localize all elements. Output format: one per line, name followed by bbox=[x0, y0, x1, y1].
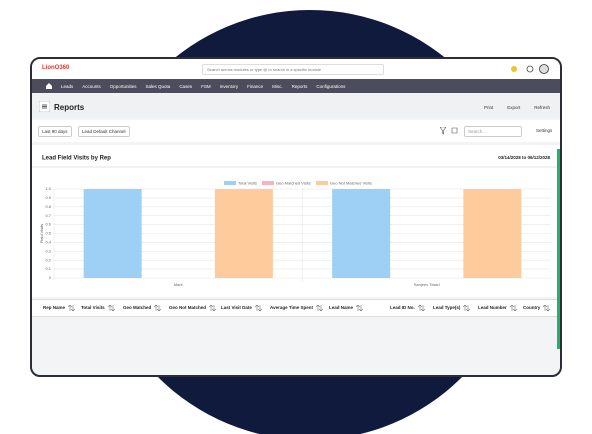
sort-icon[interactable] bbox=[107, 304, 115, 312]
y-tick-label: 0.1 bbox=[45, 266, 51, 271]
legend-swatch bbox=[262, 181, 274, 185]
sort-icon[interactable] bbox=[67, 304, 76, 312]
nav-item[interactable]: Misc. bbox=[272, 83, 283, 89]
legend-label: Geo Matched Visits bbox=[276, 181, 311, 186]
column-header[interactable]: Lead Name bbox=[329, 304, 364, 312]
y-tick-label: 0.5 bbox=[45, 231, 51, 236]
column-header[interactable]: Rep Name bbox=[43, 304, 76, 312]
nav-item[interactable]: Cases bbox=[179, 83, 193, 89]
column-header[interactable]: Lead Type(s) bbox=[433, 304, 471, 312]
column-header[interactable]: Average Time Spent bbox=[270, 304, 324, 312]
bar bbox=[463, 189, 522, 278]
legend-swatch bbox=[224, 181, 236, 185]
chart-title: Lead Field Visits by Rep bbox=[42, 156, 111, 162]
filter-icons[interactable] bbox=[440, 127, 460, 135]
page-title: Reports bbox=[54, 103, 85, 112]
logo[interactable]: LionO360 bbox=[42, 65, 70, 71]
page-actions: Print Export Refresh bbox=[484, 105, 550, 110]
legend-swatch bbox=[316, 181, 328, 185]
y-tick-label: 1.0 bbox=[45, 186, 51, 191]
sort-icon[interactable] bbox=[355, 304, 364, 312]
date-range-select[interactable]: Last 90 days bbox=[38, 126, 72, 137]
sort-icon[interactable] bbox=[417, 304, 425, 312]
column-header[interactable]: Geo Matched bbox=[123, 304, 162, 312]
nav-item[interactable]: Inventory bbox=[219, 83, 239, 89]
action-button[interactable]: Refresh bbox=[534, 105, 550, 110]
x-tick-label: Mark bbox=[174, 282, 183, 287]
bar bbox=[83, 189, 142, 278]
column-header[interactable]: Lead Number bbox=[478, 304, 517, 312]
y-tick-label: 0.3 bbox=[45, 248, 51, 253]
scroll-accent bbox=[557, 149, 560, 349]
column-header[interactable]: Last Visit Date bbox=[221, 304, 263, 312]
sort-icon[interactable] bbox=[208, 304, 217, 312]
nav-item[interactable]: Accounts bbox=[82, 83, 101, 89]
app-window: LionO360 Search across modules or type @… bbox=[30, 57, 562, 377]
top-bar: LionO360 Search across modules or type @… bbox=[32, 59, 560, 79]
bar bbox=[332, 189, 391, 278]
y-tick-label: 0.8 bbox=[45, 204, 51, 209]
y-tick-label: 0.6 bbox=[45, 222, 51, 227]
sort-icon[interactable] bbox=[154, 304, 162, 312]
action-button[interactable]: Export bbox=[507, 105, 521, 110]
sort-icon[interactable] bbox=[315, 304, 324, 312]
nav-item[interactable]: Finance bbox=[247, 83, 264, 89]
settings-button[interactable]: Settings bbox=[536, 128, 553, 133]
nav-item[interactable]: Reports bbox=[291, 83, 308, 89]
global-search[interactable]: Search across modules or type @ to searc… bbox=[202, 64, 384, 75]
channel-select[interactable]: Lead Default Channel bbox=[78, 126, 130, 137]
page-header: Reports Print Export Refresh bbox=[32, 94, 560, 118]
search-input[interactable]: Search... bbox=[464, 126, 522, 137]
top-icons[interactable] bbox=[510, 64, 552, 76]
y-axis-label: Field Visits bbox=[39, 224, 44, 243]
chart-card: Lead Field Visits by Rep 03/14/2028 to 06… bbox=[32, 145, 560, 297]
nav-item[interactable]: FSM bbox=[201, 83, 211, 89]
sort-icon[interactable] bbox=[254, 304, 263, 312]
y-tick-label: 0.2 bbox=[45, 257, 51, 262]
nav-bar: Leads Accounts Opportunities Sales Quota Cas… bbox=[32, 79, 560, 93]
legend-label: Geo Not Matched Visits bbox=[330, 181, 372, 186]
sort-icon[interactable] bbox=[543, 304, 551, 312]
sort-icon[interactable] bbox=[509, 304, 517, 312]
y-tick-label: 0.9 bbox=[45, 195, 51, 200]
bar bbox=[214, 189, 273, 278]
legend-label: Total Visits bbox=[238, 181, 257, 186]
y-tick-label: 0.7 bbox=[45, 213, 51, 218]
column-header[interactable]: Lead ID No. bbox=[390, 304, 425, 312]
home-icon[interactable] bbox=[46, 83, 52, 89]
x-tick-label: Sanjeev Tiwari bbox=[414, 282, 440, 287]
chart-subtitle: 03/14/2028 to 06/12/2028 bbox=[498, 155, 550, 160]
column-header[interactable]: Geo Not Matched bbox=[169, 304, 217, 312]
nav-item[interactable]: Leads bbox=[61, 83, 74, 89]
menu-icon[interactable] bbox=[39, 101, 50, 112]
y-tick-label: 0 bbox=[49, 275, 52, 280]
filter-bar: Last 90 days Lead Default Channel Search… bbox=[32, 120, 560, 142]
action-button[interactable]: Print bbox=[483, 105, 494, 110]
column-header[interactable]: Country bbox=[523, 304, 551, 312]
nav-item[interactable]: Opportunities bbox=[109, 83, 137, 89]
nav-item[interactable]: Configurations bbox=[316, 83, 346, 89]
y-tick-label: 0.4 bbox=[45, 239, 51, 244]
nav-item[interactable]: Sales Quota bbox=[145, 83, 171, 89]
table-header: Rep Name Total Visits Geo Matched Geo Not M… bbox=[32, 299, 560, 317]
column-header[interactable]: Total Visits bbox=[81, 304, 115, 312]
chart: Lead Field Visits by Rep 03/14/2028 to 06… bbox=[32, 155, 560, 287]
sort-icon[interactable] bbox=[463, 304, 471, 312]
